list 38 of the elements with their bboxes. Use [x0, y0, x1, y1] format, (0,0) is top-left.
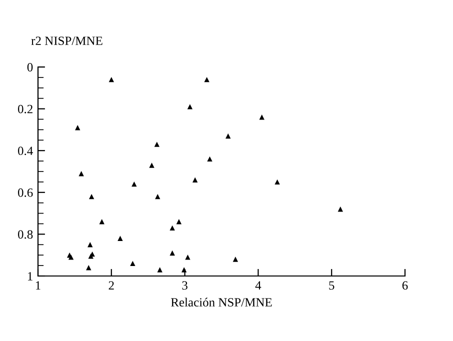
y-tick-label: 1: [28, 272, 32, 280]
point: [99, 219, 104, 224]
point: [274, 179, 280, 185]
x-tick-label: 1: [36, 281, 40, 290]
point: [170, 250, 175, 256]
x-tick-label: 3: [182, 281, 188, 290]
point: [187, 104, 193, 110]
point: [157, 267, 162, 272]
point: [118, 236, 123, 241]
y-tick-label: 0.2: [18, 104, 32, 114]
point: [132, 181, 137, 187]
point: [170, 225, 175, 231]
point: [232, 256, 238, 262]
point: [88, 194, 94, 200]
point: [192, 177, 198, 182]
point: [130, 260, 136, 266]
y-tick-label: 0.4: [18, 146, 33, 156]
point: [78, 170, 84, 176]
point: [149, 162, 154, 168]
x-tick-label: 2: [108, 281, 114, 290]
point: [176, 219, 182, 224]
y-tick-label: 0.8: [18, 230, 33, 239]
point: [108, 76, 114, 82]
point: [154, 142, 160, 147]
point: [338, 206, 344, 212]
x-tick-label: 6: [402, 281, 408, 290]
y-tick-label: 0.6: [18, 188, 33, 197]
point: [185, 254, 190, 260]
point: [207, 156, 212, 162]
point: [226, 133, 231, 139]
point: [204, 76, 210, 82]
y-axis-title: r2 NISP/MNE: [31, 36, 102, 46]
x-tick-label: 5: [329, 281, 334, 290]
x-axis-title: Relación NSP/MNE: [170, 298, 272, 307]
point: [259, 114, 264, 120]
point: [155, 194, 160, 200]
y-tick-label: 0: [27, 63, 33, 72]
x-tick-label: 4: [255, 281, 262, 290]
